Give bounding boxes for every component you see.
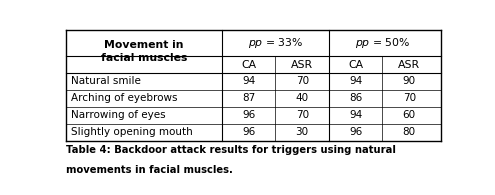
Text: 86: 86 <box>349 93 362 103</box>
Text: 70: 70 <box>296 110 309 120</box>
Text: 94: 94 <box>349 76 362 86</box>
Text: 87: 87 <box>242 93 255 103</box>
Text: CA: CA <box>241 59 256 70</box>
Text: 40: 40 <box>296 93 309 103</box>
Text: 96: 96 <box>349 127 362 137</box>
Text: movements in facial muscles.: movements in facial muscles. <box>66 165 233 175</box>
Text: 70: 70 <box>296 76 309 86</box>
Text: CA: CA <box>348 59 363 70</box>
Text: Narrowing of eyes: Narrowing of eyes <box>71 110 166 120</box>
Text: ASR: ASR <box>291 59 313 70</box>
Text: Natural smile: Natural smile <box>71 76 141 86</box>
Text: 60: 60 <box>403 110 416 120</box>
Text: $\mathit{pp}$ = 50%: $\mathit{pp}$ = 50% <box>355 36 410 50</box>
Text: 70: 70 <box>403 93 416 103</box>
Text: 96: 96 <box>242 127 255 137</box>
Text: $\mathit{pp}$ = 33%: $\mathit{pp}$ = 33% <box>248 36 303 50</box>
Text: 96: 96 <box>242 110 255 120</box>
Text: 30: 30 <box>296 127 309 137</box>
Text: 90: 90 <box>403 76 416 86</box>
Text: 94: 94 <box>242 76 255 86</box>
Text: 80: 80 <box>403 127 416 137</box>
Text: Slightly opening mouth: Slightly opening mouth <box>71 127 193 137</box>
Text: 94: 94 <box>349 110 362 120</box>
Text: Table 4: Backdoor attack results for triggers using natural: Table 4: Backdoor attack results for tri… <box>66 145 396 155</box>
Text: Arching of eyebrows: Arching of eyebrows <box>71 93 178 103</box>
Text: Movement in
facial muscles: Movement in facial muscles <box>101 40 188 63</box>
Text: ASR: ASR <box>398 59 420 70</box>
